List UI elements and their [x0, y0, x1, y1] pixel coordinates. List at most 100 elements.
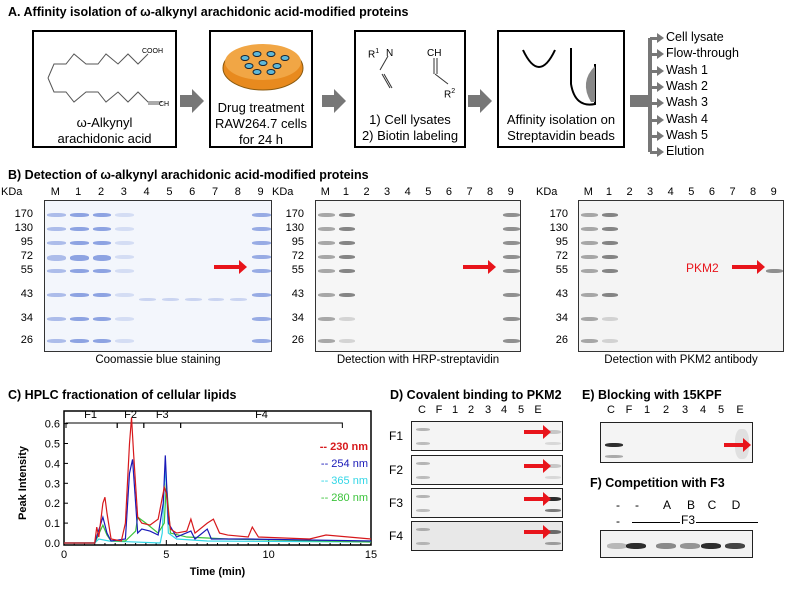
marker-43: 43	[291, 288, 304, 300]
protein-band	[252, 317, 271, 321]
protein-band	[581, 317, 598, 321]
protein-band	[601, 213, 619, 217]
fraction-bracket	[65, 422, 118, 428]
protein-band	[318, 269, 335, 273]
lane-label: E	[534, 404, 542, 416]
r2-text: R	[444, 89, 452, 101]
protein-band	[503, 255, 520, 259]
band-elution	[545, 497, 561, 501]
band-elution	[545, 509, 561, 512]
fraction-label-F3: F3	[156, 409, 169, 421]
lane-label: 7	[729, 186, 736, 198]
lane-label: 8	[234, 186, 241, 198]
lane-label: 8	[750, 186, 757, 198]
y-tick-label: 0.4	[45, 458, 60, 470]
kda-label: KDa	[536, 186, 558, 198]
band-control	[605, 455, 623, 458]
lane-label: 7	[466, 186, 473, 198]
box-alkynyl-aa: COOH CH ω-Alkynyl arachidonic acid	[32, 30, 177, 148]
y-tick-label: 0.1	[45, 518, 60, 530]
branch-arrow-icon	[650, 85, 658, 89]
protein-band	[503, 227, 520, 231]
branch-arrow-icon	[650, 37, 658, 40]
output-3: Wash 2	[666, 78, 708, 93]
marker-130: 130	[14, 222, 33, 234]
arachidonic-acid-structure-icon	[47, 53, 162, 105]
marker-43: 43	[20, 288, 33, 300]
band-control	[605, 443, 623, 447]
red-arrow-icon	[524, 525, 551, 539]
branch-arrow-icon	[650, 134, 658, 138]
protein-band	[92, 241, 112, 245]
protein-band	[92, 213, 112, 217]
branch-arrow-icon	[650, 69, 658, 73]
protein-band	[318, 213, 335, 217]
competition-band	[626, 543, 646, 549]
condition-minus: -	[616, 514, 620, 528]
protein-band	[92, 293, 112, 297]
band-control	[416, 442, 430, 445]
lane-label: 4	[500, 404, 508, 416]
panel-a-title: A. Affinity isolation of ω-alkynyl arach…	[8, 5, 409, 19]
affinity-column-icon	[522, 48, 596, 106]
band-elution	[545, 530, 561, 534]
lane-label: 4	[699, 404, 707, 416]
ch-label: CH	[159, 101, 170, 108]
protein-band	[581, 339, 598, 343]
protein-band	[581, 269, 598, 273]
lane-label: 7	[211, 186, 219, 198]
row-label-F4: F4	[389, 529, 404, 543]
protein-band	[47, 255, 66, 261]
marker-95: 95	[20, 236, 33, 248]
lane-label: 8	[487, 186, 494, 198]
lane-label: 4	[404, 186, 411, 198]
branch-line	[648, 38, 652, 152]
panel-e-title: E) Blocking with 15KPF	[582, 388, 722, 402]
drug-line-2: RAW264.7 cells	[215, 116, 307, 131]
lane-label: 1	[605, 186, 612, 198]
y-tick-label: 0.5	[45, 439, 60, 451]
lane-label: 5	[717, 404, 725, 416]
protein-band	[47, 317, 66, 321]
branch-arrowhead-icon	[657, 98, 664, 109]
branch-arrow-icon	[650, 118, 658, 122]
step-2: 2) Biotin labeling	[361, 128, 459, 143]
protein-band	[115, 213, 135, 217]
legend-entry-1: -- 254 nm	[321, 458, 368, 470]
lane-label: 2	[626, 186, 633, 198]
drug-line-3: for 24 h	[238, 132, 284, 147]
lane-label: M	[583, 186, 593, 198]
marker-34: 34	[20, 312, 33, 324]
lane-label: 9	[507, 186, 514, 198]
competition-band	[680, 543, 700, 549]
lane-label: 1	[75, 186, 82, 198]
band-elution	[545, 476, 561, 479]
protein-band	[338, 255, 356, 259]
r1-sup: 1	[375, 48, 380, 55]
lane-label: 2	[363, 186, 370, 198]
protein-band	[47, 293, 66, 297]
lane-label: 3	[681, 404, 689, 416]
y-tick-label: 0.0	[45, 538, 60, 550]
band-control	[416, 528, 430, 531]
marker-43: 43	[555, 288, 568, 300]
band-control	[416, 509, 430, 512]
protein-band	[115, 339, 135, 343]
protein-band	[162, 298, 179, 301]
protein-band	[92, 317, 112, 321]
protein-band	[318, 317, 335, 321]
lane-label: 5	[425, 186, 432, 198]
condition-label: A	[662, 498, 671, 512]
protein-band	[338, 241, 356, 245]
band-elution	[545, 430, 561, 434]
x-tick-label: 10	[263, 549, 275, 561]
protein-band	[601, 255, 619, 259]
protein-band	[252, 269, 271, 273]
lane-label: C	[418, 404, 426, 416]
protein-band	[581, 227, 598, 231]
branch-arrowhead-icon	[657, 81, 664, 92]
marker-26: 26	[555, 334, 568, 346]
protein-band	[503, 213, 520, 217]
protein-band	[92, 269, 112, 273]
lane-label: 9	[257, 186, 264, 198]
